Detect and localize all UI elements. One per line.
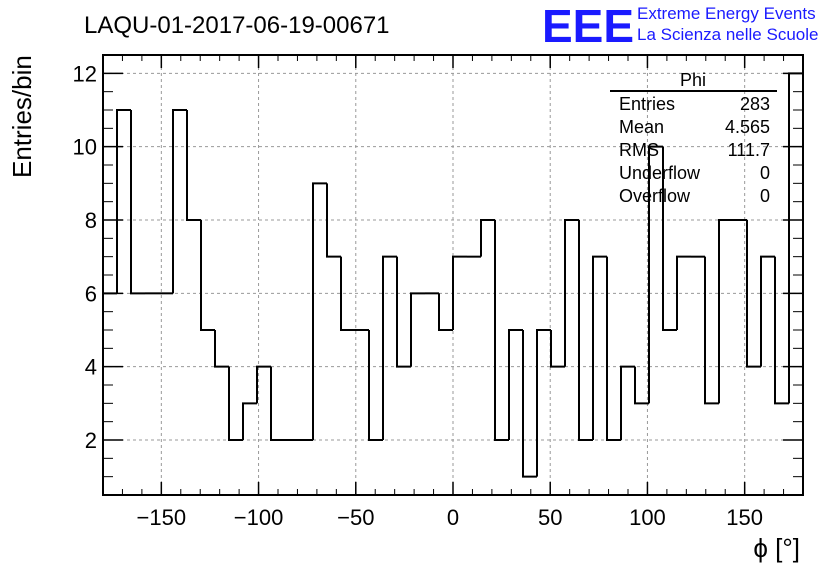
logo-line-1: Extreme Energy Events <box>637 4 816 23</box>
y-axis-title: Entries/bin <box>7 55 37 178</box>
histogram-bin <box>102 292 117 495</box>
x-axis-title: ϕ [°] <box>753 533 800 563</box>
histogram-bin <box>228 366 243 441</box>
histogram-bin <box>550 330 565 368</box>
x-tick-label: −150 <box>137 505 187 530</box>
histogram-bin <box>326 183 341 258</box>
stats-rows: Entries 283 Mean 4.565 RMS 111.7 Underflow 0 Ove… <box>619 94 770 206</box>
histogram-bin <box>704 256 719 405</box>
histogram-bars <box>102 72 804 495</box>
stats-row-label: Overflow <box>619 186 691 206</box>
x-tick-label: 150 <box>726 505 763 530</box>
histogram-bin <box>116 109 131 294</box>
stats-row-value: 0 <box>760 186 770 206</box>
stats-row-label: Entries <box>619 94 675 114</box>
x-tick-label: 100 <box>629 505 666 530</box>
stats-row-value: 4.565 <box>725 117 770 137</box>
x-tick-label: −50 <box>337 505 374 530</box>
histogram-bin <box>508 329 523 440</box>
y-tick-label: 8 <box>85 208 97 233</box>
histogram-bin <box>760 255 775 367</box>
histogram-bin <box>634 366 649 405</box>
stats-box: Phi Entries 283 Mean 4.565 RMS 111.7 Underflow… <box>610 70 777 206</box>
histogram-bin <box>200 220 215 331</box>
histogram-bin <box>312 182 327 440</box>
histogram-bin <box>662 146 677 331</box>
histogram-bin <box>480 219 495 257</box>
histogram-bin <box>718 219 733 404</box>
histogram-bin <box>186 110 201 221</box>
y-tick-label: 6 <box>85 281 97 306</box>
histogram-bin <box>564 219 579 367</box>
histogram-bin <box>788 72 804 495</box>
histogram-bin <box>242 402 257 440</box>
histogram-bin <box>270 366 285 441</box>
grid-lines <box>103 55 803 495</box>
histogram-bin <box>214 330 229 368</box>
histogram-bin <box>536 329 551 477</box>
run-title: LAQU-01-2017-06-19-00671 <box>84 12 390 39</box>
histogram-bin <box>620 365 635 440</box>
histogram-bin <box>452 255 467 330</box>
stats-row-value: 0 <box>760 163 770 183</box>
histogram-bin <box>774 256 789 405</box>
histogram-bin <box>648 145 663 404</box>
histogram-bin <box>676 255 691 330</box>
stats-row-label: RMS <box>619 140 659 160</box>
histogram-bin <box>494 220 509 441</box>
y-tick-label: 12 <box>73 61 97 86</box>
tick-labels: −150 −100 −50 0 50 100 150 2 4 6 8 10 12 <box>73 61 764 530</box>
eee-logo: EEE <box>542 0 634 52</box>
histogram-bin <box>256 365 271 404</box>
histogram-bin <box>396 256 411 368</box>
histogram-bin <box>410 292 425 367</box>
histogram-bin <box>172 109 187 294</box>
y-tick-label: 2 <box>85 428 97 453</box>
stats-row-label: Underflow <box>619 163 701 183</box>
histogram-bin <box>382 255 397 440</box>
y-tick-label: 4 <box>85 355 97 380</box>
stats-name: Phi <box>680 70 706 90</box>
x-tick-label: 0 <box>447 505 459 530</box>
x-tick-label: −100 <box>234 505 284 530</box>
histogram-bin <box>130 110 145 295</box>
histogram-bin <box>368 330 383 441</box>
stats-row-value: 111.7 <box>728 140 770 160</box>
stats-row-label: Mean <box>619 117 664 137</box>
histogram-bin <box>578 220 593 441</box>
histogram-bin <box>746 220 761 368</box>
histogram-bin <box>606 256 621 441</box>
y-tick-label: 10 <box>73 135 97 160</box>
histogram-bin <box>438 293 453 331</box>
stats-row-value: 283 <box>740 94 770 114</box>
histogram-bin <box>340 256 355 331</box>
logo-line-2: La Scienza nelle Scuole <box>637 25 818 44</box>
histogram-bin <box>522 330 537 478</box>
axis-ticks <box>103 55 803 495</box>
histogram-bin <box>592 255 607 440</box>
x-tick-label: 50 <box>538 505 562 530</box>
